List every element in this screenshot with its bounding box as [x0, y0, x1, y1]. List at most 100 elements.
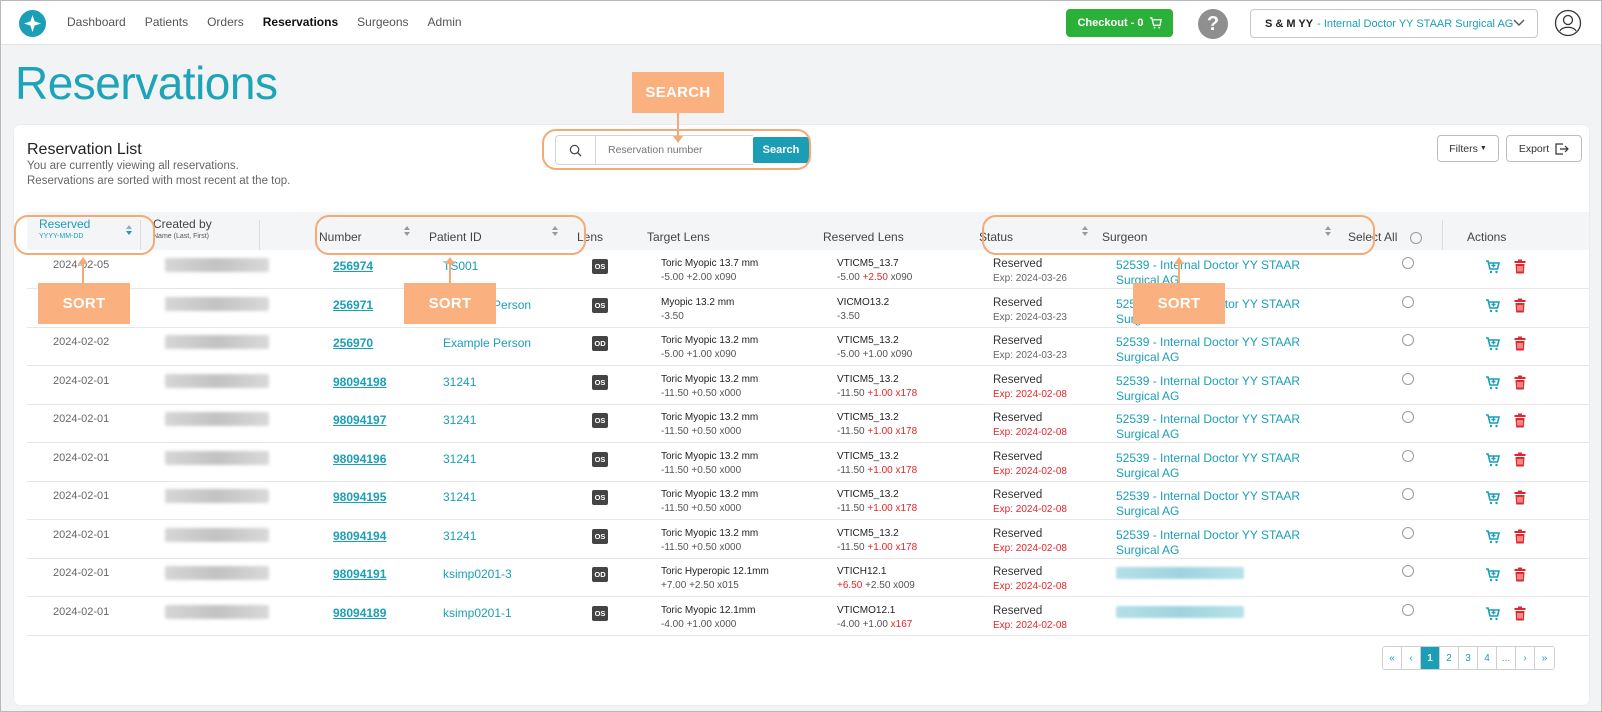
patient-id-link[interactable]: 31241 — [443, 374, 477, 389]
delete-icon[interactable] — [1514, 259, 1526, 277]
add-to-cart-icon[interactable] — [1485, 298, 1501, 316]
annotation-arrowhead — [445, 257, 455, 264]
pagination-item[interactable]: ‹ — [1402, 647, 1421, 669]
patient-id-link[interactable]: 31241 — [443, 451, 477, 466]
sort-icon[interactable] — [551, 225, 559, 237]
delete-icon[interactable] — [1514, 567, 1526, 585]
reservation-number-link[interactable]: 98094191 — [333, 567, 387, 581]
delete-icon[interactable] — [1514, 606, 1526, 624]
column-header-number[interactable]: Number — [319, 230, 362, 244]
delete-icon[interactable] — [1514, 490, 1526, 508]
reservation-number-link[interactable]: 256974 — [333, 259, 374, 273]
pagination-item[interactable]: 3 — [1459, 647, 1478, 669]
pagination-item[interactable]: ... — [1497, 647, 1516, 669]
add-to-cart-icon[interactable] — [1485, 529, 1501, 547]
reservation-number-link[interactable]: 256970 — [333, 336, 374, 350]
sort-icon[interactable] — [1324, 225, 1332, 237]
surgeon-link[interactable]: 52539 - Internal Doctor YY STAAR Surgica… — [1116, 373, 1301, 403]
help-button[interactable]: ? — [1198, 9, 1228, 39]
add-to-cart-icon[interactable] — [1485, 568, 1501, 585]
reservation-number-link[interactable]: 98094198 — [333, 374, 387, 389]
column-header-patient-id[interactable]: Patient ID — [429, 230, 482, 244]
patient-id-link[interactable]: Example Person — [443, 336, 532, 350]
nav-link-surgeons[interactable]: Surgeons — [357, 15, 409, 29]
table-header: Reserved YYYY-MM-DD Created by Name (Las… — [27, 212, 1589, 250]
nav-link-dashboard[interactable]: Dashboard — [67, 15, 126, 29]
reservation-number-link[interactable]: 256971 — [333, 297, 374, 312]
delete-icon[interactable] — [1514, 298, 1526, 316]
reserved-lens-power: -3.50 — [837, 311, 860, 322]
add-to-cart-icon[interactable] — [1485, 606, 1501, 624]
row-select-radio[interactable] — [1402, 488, 1414, 500]
nav-link-admin[interactable]: Admin — [427, 15, 462, 29]
reservation-number-link[interactable]: 98094197 — [333, 413, 387, 427]
surgeon-link[interactable]: 52539 - Internal Doctor YY STAAR Surgica… — [1116, 450, 1301, 480]
patient-id-link[interactable]: 31241 — [443, 528, 477, 543]
patient-id-link[interactable]: 31241 — [443, 490, 477, 504]
pagination-item[interactable]: › — [1516, 647, 1535, 669]
pagination-item[interactable]: 2 — [1440, 647, 1459, 669]
add-to-cart-icon[interactable] — [1485, 375, 1501, 393]
sort-icon[interactable] — [1081, 225, 1089, 237]
column-header-surgeon[interactable]: Surgeon — [1102, 230, 1148, 244]
delete-icon[interactable] — [1514, 336, 1526, 354]
row-select-radio[interactable] — [1402, 411, 1414, 423]
delete-icon[interactable] — [1514, 413, 1526, 431]
pagination: «‹ 1 2 3 4... ›» — [1382, 646, 1555, 670]
add-to-cart-icon[interactable] — [1485, 452, 1501, 470]
created-by-redacted — [165, 296, 269, 311]
surgeon-link[interactable]: 52539 - Internal Doctor YY STAAR Surgica… — [1116, 489, 1301, 518]
row-select-radio[interactable] — [1402, 334, 1414, 346]
row-select-radio[interactable] — [1402, 565, 1414, 577]
row-select-radio[interactable] — [1402, 372, 1414, 385]
nav-link-orders[interactable]: Orders — [207, 15, 244, 29]
row-select-radio[interactable] — [1402, 295, 1414, 308]
column-header-reserved[interactable]: Reserved YYYY-MM-DD — [39, 217, 90, 240]
add-to-cart-icon[interactable] — [1485, 337, 1501, 354]
row-select-radio[interactable] — [1402, 449, 1414, 462]
surgeon-link[interactable]: 52539 - Internal Doctor YY STAAR Surgica… — [1116, 527, 1301, 557]
reservation-search-input[interactable] — [596, 137, 726, 163]
delete-icon[interactable] — [1514, 529, 1526, 547]
reservation-number-link[interactable]: 98094194 — [333, 528, 387, 543]
sort-highlight-status-surgeon — [982, 215, 1375, 255]
sort-icon[interactable] — [403, 225, 411, 237]
pagination-item[interactable]: 4 — [1478, 647, 1497, 669]
pagination-item[interactable]: » — [1535, 647, 1554, 669]
delete-icon[interactable] — [1514, 452, 1526, 470]
row-select-radio[interactable] — [1402, 603, 1414, 616]
power-part: -5.00 +1.00 x090 — [837, 349, 913, 360]
reservation-number-link[interactable]: 98094195 — [333, 490, 387, 504]
pagination-item[interactable]: « — [1383, 647, 1402, 669]
patient-id-link[interactable]: ksimp0201-3 — [443, 567, 512, 581]
reserved-lens-model: VTICM5_13.2 — [837, 373, 899, 385]
surgeon-link[interactable]: 52539 - Internal Doctor YY STAAR Surgica… — [1116, 412, 1301, 441]
reservation-number-link[interactable]: 98094189 — [333, 605, 387, 620]
select-all-radio[interactable] — [1410, 232, 1422, 244]
brand-logo-icon[interactable] — [19, 10, 46, 37]
target-lens-power: -4.00 +1.00 x000 — [661, 618, 737, 630]
table-row: 2024-02-01 98094195 31241 OS Toric Myopi… — [27, 481, 1589, 520]
add-to-cart-icon[interactable] — [1485, 414, 1501, 431]
row-select-radio[interactable] — [1402, 526, 1414, 539]
filters-button[interactable]: Filters ▼ — [1437, 135, 1499, 162]
power-diff: +1.00 x178 — [867, 426, 918, 437]
export-button[interactable]: Export — [1506, 135, 1582, 162]
delete-icon[interactable] — [1514, 375, 1526, 393]
target-lens-power: -11.50 +0.50 x000 — [661, 464, 742, 476]
nav-link-reservations[interactable]: Reservations — [262, 15, 339, 29]
column-header-status[interactable]: Status — [979, 230, 1014, 244]
surgeon-link[interactable]: 52539 - Internal Doctor YY STAAR Surgica… — [1116, 335, 1301, 364]
patient-id-link[interactable]: ksimp0201-1 — [443, 605, 512, 620]
user-avatar-icon[interactable] — [1554, 9, 1582, 37]
add-to-cart-icon[interactable] — [1485, 491, 1501, 508]
row-select-radio[interactable] — [1402, 257, 1414, 269]
pagination-item[interactable]: 1 — [1421, 647, 1440, 669]
nav-link-patients[interactable]: Patients — [144, 15, 189, 29]
add-to-cart-icon[interactable] — [1485, 260, 1501, 277]
account-selector[interactable]: S & M YY - Internal Doctor YY STAAR Surg… — [1250, 9, 1538, 38]
reservation-number-link[interactable]: 98094196 — [333, 451, 387, 466]
checkout-button[interactable]: Checkout - 0 — [1066, 9, 1173, 37]
sort-desc-icon[interactable] — [125, 224, 133, 236]
patient-id-link[interactable]: 31241 — [443, 413, 477, 427]
